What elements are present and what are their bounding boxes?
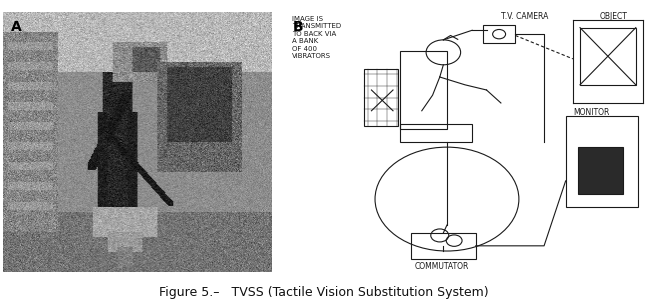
Text: COMMUTATOR: COMMUTATOR (415, 262, 469, 271)
Bar (483, 25, 515, 43)
Text: IMAGE IS
TRANSMITTED
TO BACK VIA
A BANK
OF 400
VIBRATORS: IMAGE IS TRANSMITTED TO BACK VIA A BANK … (292, 16, 341, 59)
Text: B: B (292, 20, 303, 34)
Text: T.V. CAMERA: T.V. CAMERA (501, 12, 548, 21)
Text: MONITOR: MONITOR (573, 108, 609, 117)
Text: OBJECT: OBJECT (600, 12, 628, 21)
Text: Figure 5.–   TVSS (Tactile Vision Substitution System): Figure 5.– TVSS (Tactile Vision Substitu… (159, 286, 489, 299)
Bar (411, 233, 476, 259)
Bar (364, 69, 399, 126)
Bar (578, 147, 623, 194)
Text: A: A (11, 20, 22, 34)
Bar (400, 51, 447, 129)
Bar (566, 116, 638, 207)
Bar (580, 28, 636, 85)
Bar (400, 124, 472, 142)
